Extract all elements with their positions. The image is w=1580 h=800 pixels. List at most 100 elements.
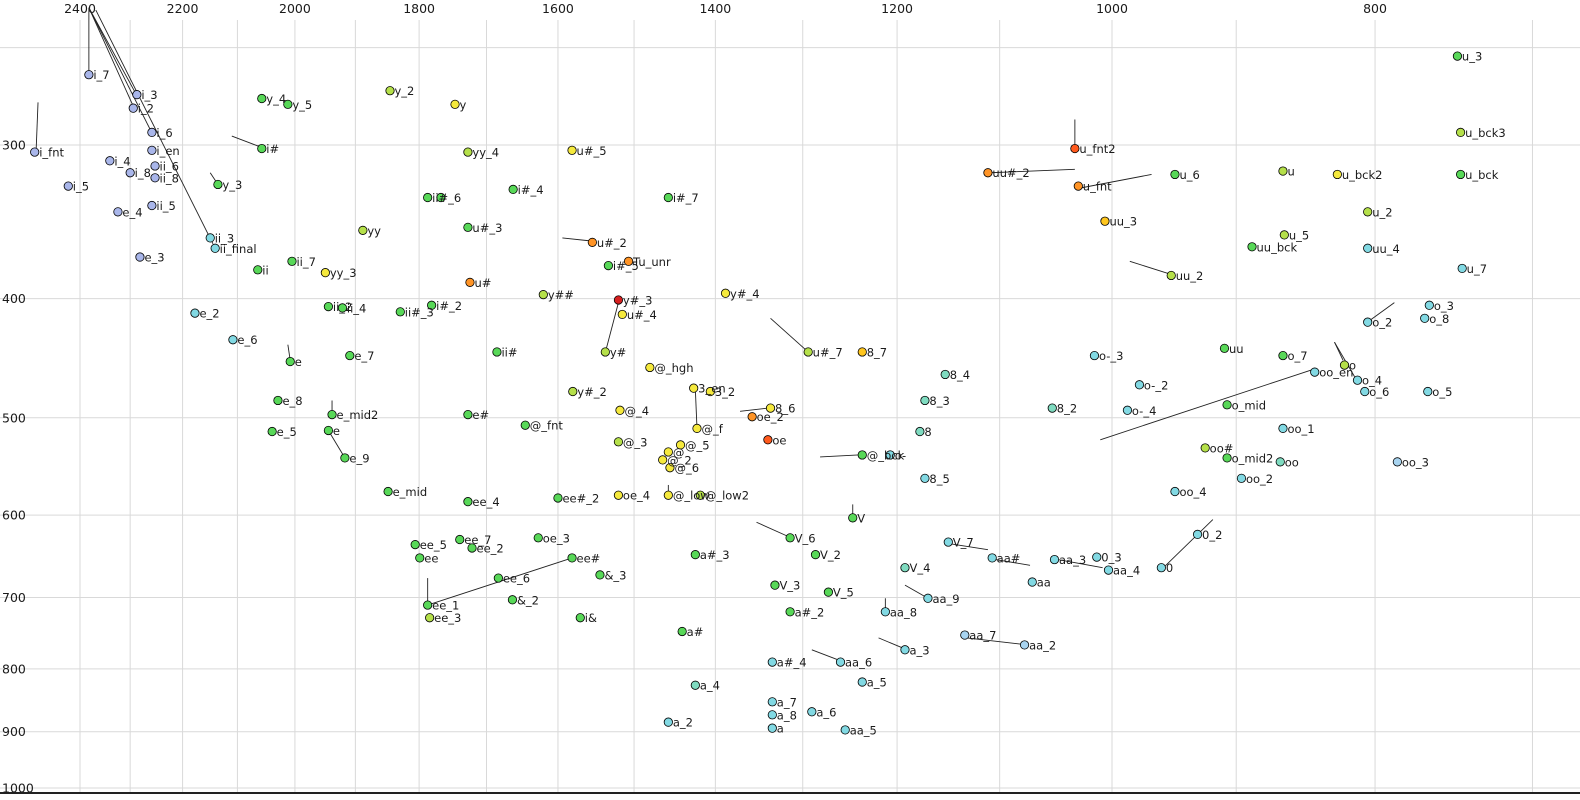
- point-label: @_4: [624, 404, 649, 418]
- point-label: y_4: [266, 92, 286, 106]
- point-label: @_2: [667, 453, 692, 467]
- point-label: aa: [1037, 576, 1051, 590]
- scatter-point: [493, 573, 503, 583]
- point-label: ii#: [501, 345, 517, 359]
- point-label: e_8: [282, 394, 302, 408]
- point-label: ee#_2: [562, 491, 599, 505]
- scatter-point: [520, 420, 530, 430]
- scatter-point: [492, 347, 502, 357]
- scatter-point: [920, 473, 930, 483]
- point-label: @_3: [623, 435, 648, 449]
- point-label: @_bck: [867, 448, 905, 462]
- point-label: oo#: [1210, 441, 1234, 455]
- point-label: 0: [1166, 561, 1173, 575]
- scatter-point: [285, 356, 295, 367]
- point-label: ee: [424, 551, 438, 565]
- connector-line: [88, 7, 136, 93]
- point-label: u#_3: [472, 221, 502, 235]
- point-label: yy_3: [330, 266, 357, 280]
- point-label: ii: [262, 263, 268, 277]
- y-tick-label: 300: [2, 138, 26, 153]
- point-label: o_6: [1369, 385, 1389, 399]
- scatter-point: [257, 93, 267, 104]
- scatter-point: [600, 347, 610, 357]
- scatter-point: [617, 309, 627, 320]
- point-label: y#_2: [577, 385, 607, 399]
- point-label: e_9: [349, 451, 369, 465]
- point-label: a_4: [700, 679, 720, 693]
- x-tick-label: 1400: [699, 1, 731, 16]
- point-label: a_7: [777, 695, 797, 709]
- scatter-point: [705, 386, 715, 397]
- scatter-point: [463, 497, 473, 507]
- scatter-point: [113, 207, 123, 217]
- scatter-point: [568, 386, 578, 397]
- scatter-point: [763, 435, 773, 445]
- point-label: u: [1287, 165, 1294, 179]
- point-label: ii_3: [215, 231, 234, 245]
- point-label: ii_6: [160, 159, 179, 173]
- point-label: ii_final: [220, 242, 257, 256]
- scatter-point: [1457, 263, 1467, 274]
- scatter-point: [1027, 577, 1037, 587]
- connector-line: [1368, 302, 1395, 322]
- scatter-point: [807, 707, 817, 717]
- connector-line: [1164, 519, 1214, 567]
- scatter-point: [385, 86, 395, 96]
- point-label: o_mid2: [1232, 451, 1274, 465]
- point-label: uu_4: [1372, 242, 1400, 256]
- point-label: i#: [266, 142, 279, 156]
- scatter-point: [663, 447, 673, 457]
- connector-line: [1334, 341, 1355, 377]
- point-label: u_7: [1467, 262, 1487, 276]
- scatter-point: [147, 127, 157, 137]
- scatter-point: [1339, 360, 1350, 370]
- point-label: ii_2: [333, 300, 352, 314]
- point-label: ii_5: [156, 199, 175, 213]
- point-label: a: [777, 722, 784, 736]
- scatter-point: [767, 657, 777, 667]
- scatter-point: [587, 237, 597, 247]
- scatter-point: [253, 265, 263, 275]
- point-label: i_5: [73, 180, 89, 194]
- point-label: V_6: [795, 531, 816, 545]
- scatter-point: [835, 657, 846, 667]
- point-label: ee_4: [472, 495, 499, 509]
- scatter-point: [803, 347, 813, 357]
- scatter-point: [767, 723, 777, 733]
- scatter-point: [1222, 400, 1232, 410]
- scatter-point: [690, 550, 700, 560]
- scatter-point: [1070, 143, 1080, 154]
- point-label: i_2: [138, 102, 154, 116]
- point-label: a_6: [816, 705, 836, 719]
- scatter-point: [147, 200, 157, 211]
- point-label: y_3: [222, 178, 242, 192]
- point-label: 8_5: [929, 472, 949, 486]
- connector-line: [562, 237, 591, 242]
- scatter-point: [720, 288, 731, 298]
- point-label: o_5: [1432, 385, 1452, 399]
- x-tick-label: 800: [1363, 1, 1387, 16]
- y-tick-label: 1000: [2, 780, 34, 795]
- y-tick-label: 800: [2, 661, 26, 676]
- point-label: a_2: [673, 716, 693, 730]
- point-label: oe_3: [543, 531, 570, 545]
- scatter-point: [1092, 552, 1102, 562]
- scatter-point: [1392, 457, 1402, 467]
- point-label: i_en: [156, 144, 179, 158]
- scatter-point: [943, 537, 953, 547]
- point-label: e_4: [122, 205, 142, 219]
- point-label: @_5: [685, 438, 710, 452]
- scatter-point: [455, 534, 465, 545]
- point-label: 8_7: [867, 345, 887, 359]
- point-label: V_3: [779, 579, 800, 593]
- scatter-point: [1047, 403, 1057, 413]
- scatter-point: [695, 490, 705, 500]
- point-label: 8_3: [929, 394, 949, 408]
- scatter-point: [427, 300, 437, 310]
- point-label: e_mid2: [337, 408, 379, 422]
- scatter-point: [463, 222, 473, 232]
- scatter-point: [1452, 51, 1463, 61]
- point-label: u_bck2: [1342, 168, 1383, 182]
- point-label: u#_4: [627, 308, 657, 322]
